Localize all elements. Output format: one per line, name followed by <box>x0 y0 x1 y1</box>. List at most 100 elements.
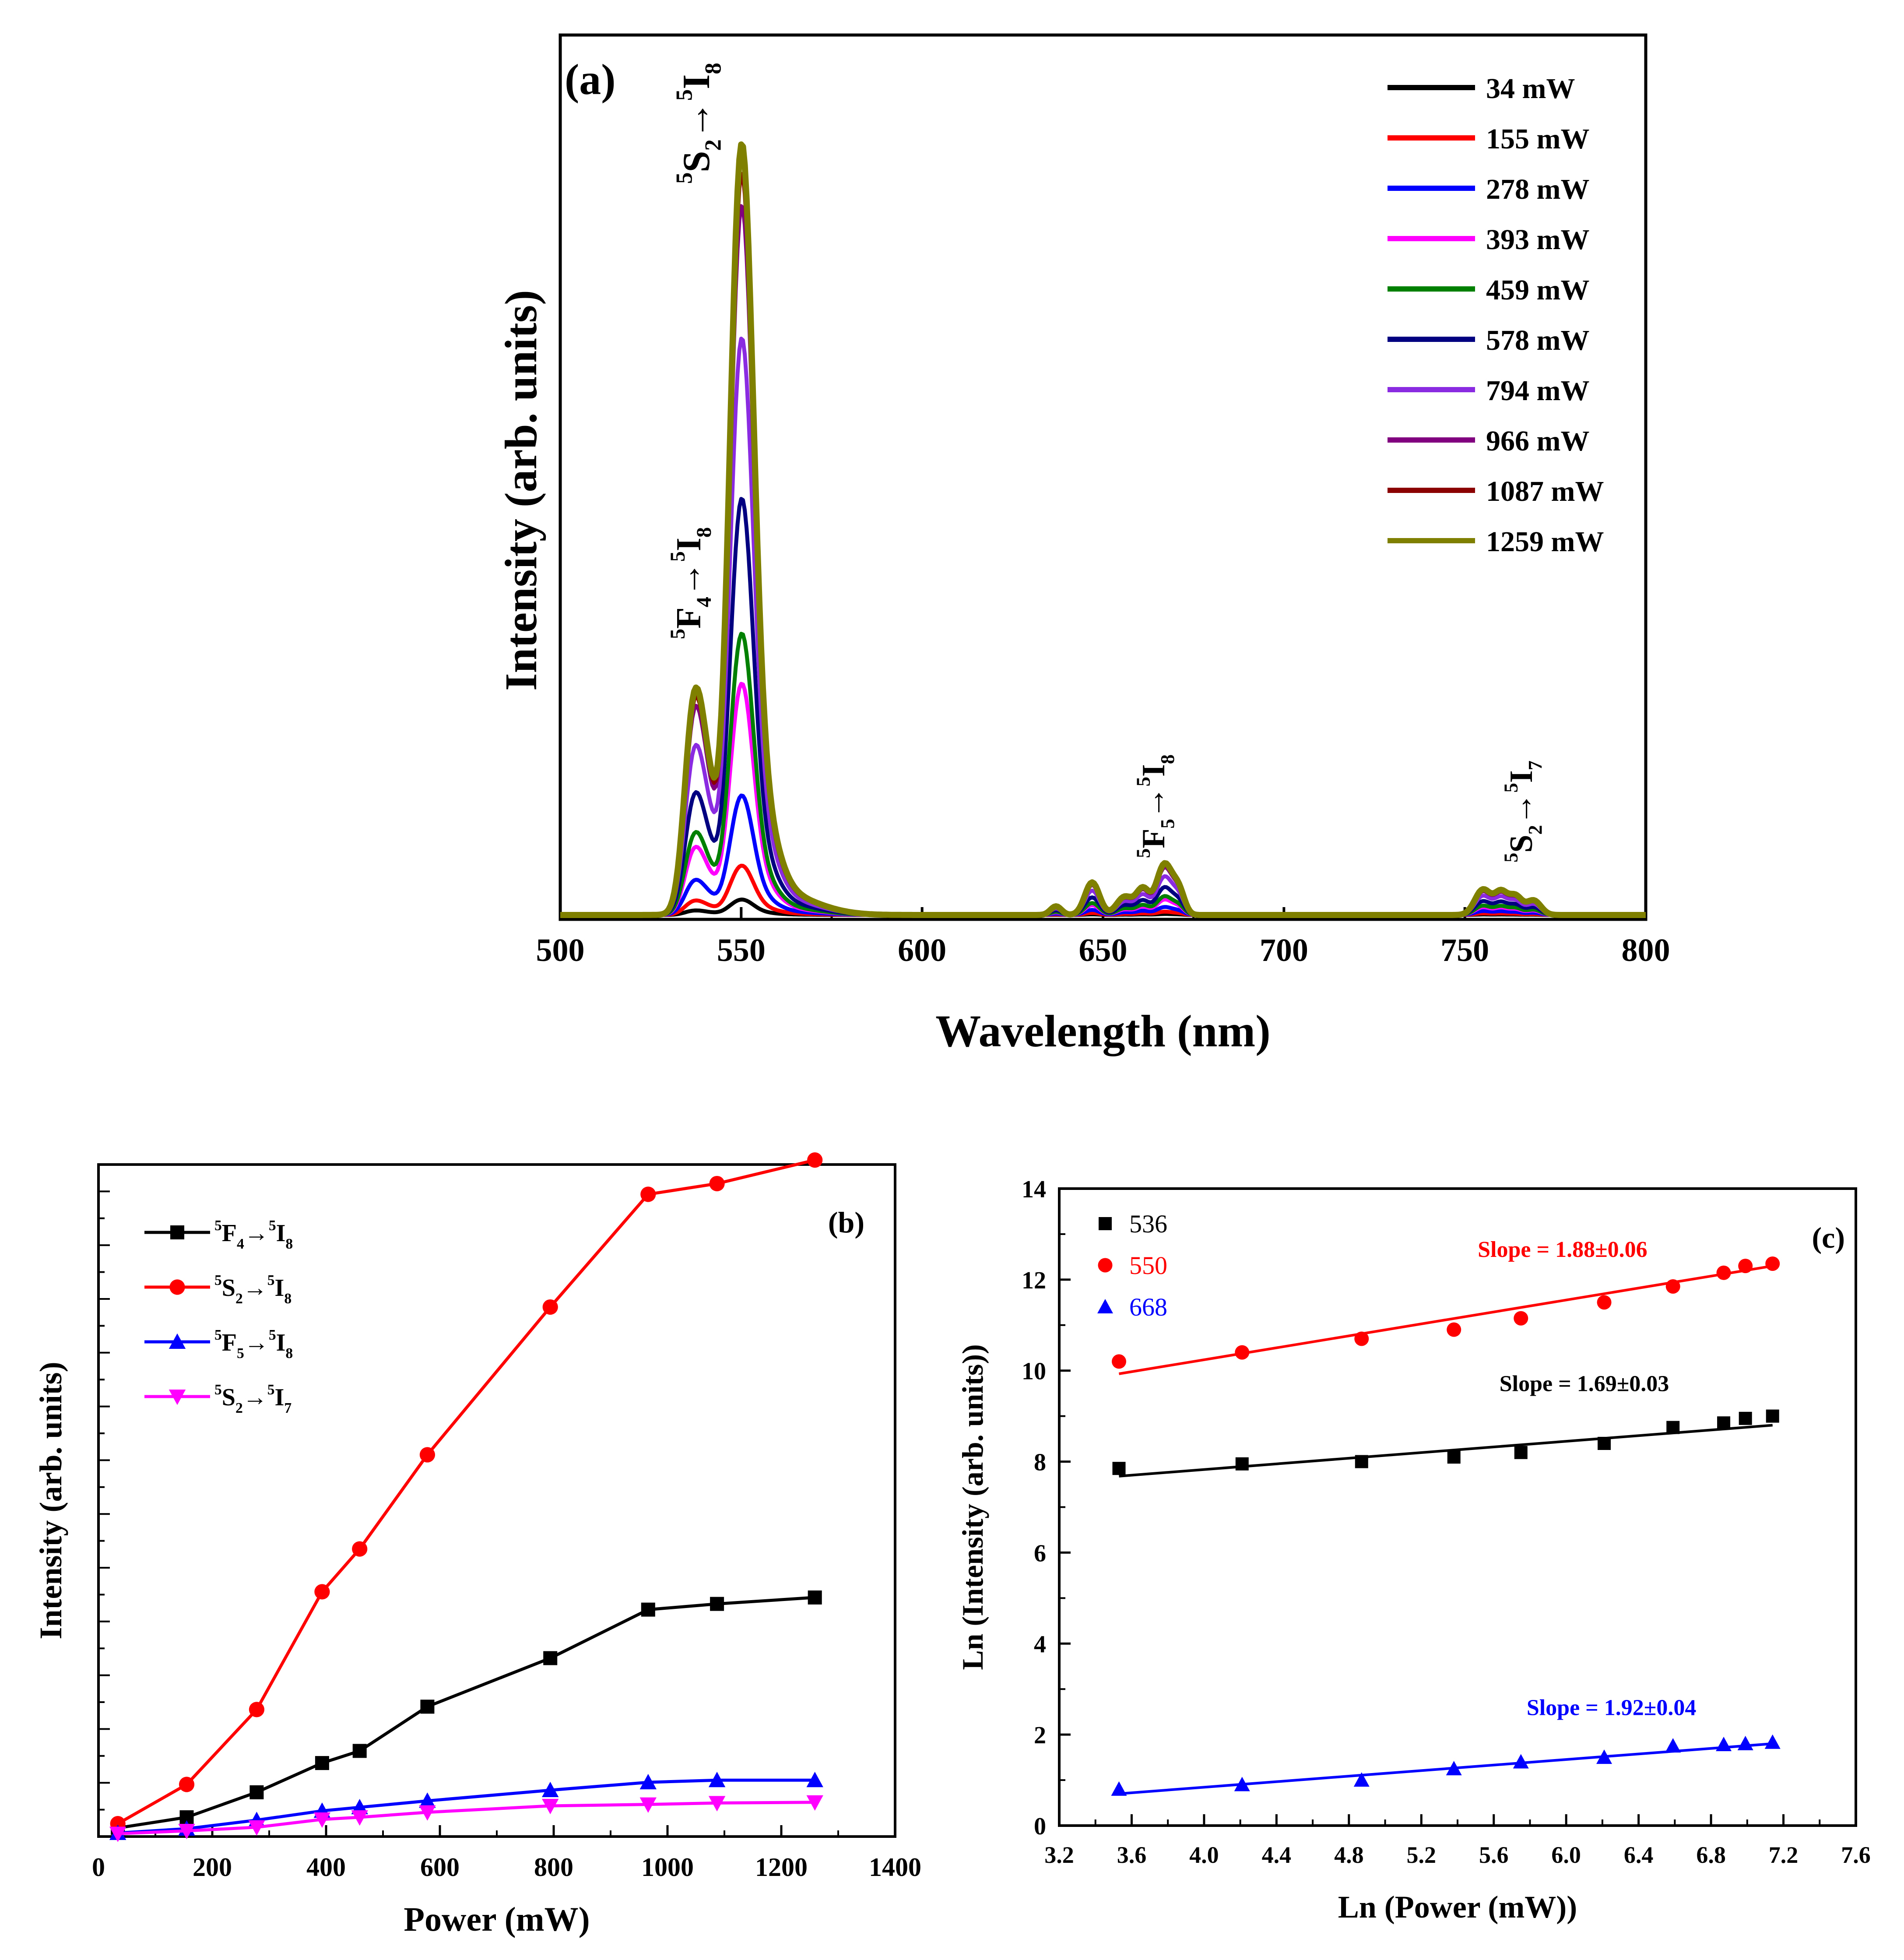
data-point <box>709 1175 725 1192</box>
data-point <box>542 1798 559 1815</box>
legend-label: 966 mW <box>1486 425 1589 457</box>
series-line <box>117 1778 815 1835</box>
data-point <box>543 1651 558 1665</box>
x-tick-label: 600 <box>898 932 946 968</box>
data-point <box>1766 1409 1779 1423</box>
fit-line <box>1119 1424 1773 1478</box>
x-tick-label: 800 <box>534 1853 573 1882</box>
annotation-s2-i8: 5S2→5I8 <box>671 63 726 184</box>
x-tick-label: 5.6 <box>1479 1842 1509 1868</box>
y-tick-label: 6 <box>1034 1540 1046 1567</box>
legend-label: 668 <box>1129 1293 1167 1321</box>
annotation-s2-i7: 5S2→5I7 <box>1500 760 1546 862</box>
data-point <box>1514 1446 1528 1459</box>
legend-label: 794 mW <box>1486 375 1589 407</box>
x-tick-label: 6.8 <box>1696 1842 1726 1868</box>
data-point <box>639 1797 657 1813</box>
panel-label: (b) <box>828 1206 864 1239</box>
y-axis-label: Ln (Intensity (arb. units)) <box>956 1344 989 1670</box>
data-point <box>808 1590 822 1605</box>
data-point <box>179 1777 195 1792</box>
y-tick-label: 8 <box>1034 1449 1046 1476</box>
legend-marker <box>169 1279 185 1295</box>
legend-label: 578 mW <box>1486 324 1589 356</box>
data-point <box>1765 1256 1780 1271</box>
x-axis-label: Wavelength (nm) <box>935 1006 1271 1056</box>
legend-label: 393 mW <box>1486 224 1589 256</box>
slope-label: Slope = 1.92±0.04 <box>1527 1695 1697 1720</box>
annotation-f4-i8: 5F4→5I8 <box>666 527 716 639</box>
y-axis-label: Intensity (arb. units) <box>33 1362 68 1639</box>
x-tick-label: 550 <box>717 932 766 968</box>
data-point <box>641 1602 655 1617</box>
data-point <box>806 1772 823 1788</box>
data-point <box>315 1756 329 1770</box>
panel-b-power-intensity-chart: 0 200 400 600 800 1000 1200 1400 Power (mW) Inten… <box>33 1152 921 1938</box>
legend-label: 278 mW <box>1486 173 1589 205</box>
legend-label: 1087 mW <box>1486 475 1604 507</box>
data-point <box>708 1796 726 1812</box>
data-point <box>178 1823 195 1840</box>
legend-label: 5S2→5I7 <box>214 1382 292 1416</box>
data-point <box>542 1299 558 1315</box>
legend-label: 550 <box>1129 1251 1167 1280</box>
data-point <box>1446 1761 1462 1776</box>
x-axis-label: Ln (Power (mW)) <box>1338 1890 1577 1925</box>
x-tick-label: 5.2 <box>1407 1842 1437 1868</box>
data-point <box>640 1186 656 1202</box>
data-point <box>708 1772 726 1788</box>
x-tick-label: 3.6 <box>1117 1842 1147 1868</box>
data-point <box>1764 1734 1781 1749</box>
data-point <box>1666 1421 1680 1434</box>
x-tick-label: 800 <box>1622 932 1670 968</box>
x-tick-label: 4.8 <box>1334 1842 1364 1868</box>
data-point <box>248 1820 265 1836</box>
data-point <box>1111 1781 1127 1796</box>
legend-label: 1259 mW <box>1486 526 1604 558</box>
data-point <box>1665 1738 1681 1753</box>
panel-a-spectrum-chart: 500 550 600 650 700 750 800 Wavelength (nm) Inte… <box>496 33 1670 1056</box>
data-point <box>109 1826 126 1842</box>
data-point <box>420 1700 435 1714</box>
data-point <box>419 1805 436 1821</box>
data-point <box>351 1810 368 1826</box>
data-point <box>1355 1455 1368 1468</box>
data-point <box>807 1152 823 1168</box>
data-point <box>1235 1345 1250 1360</box>
x-tick-label: 6.0 <box>1551 1842 1581 1868</box>
series-line <box>117 1596 815 1830</box>
data-point <box>1738 1259 1753 1274</box>
data-point <box>419 1792 436 1808</box>
legend-marker <box>170 1225 184 1239</box>
data-point <box>249 1702 265 1717</box>
y-tick-label: 2 <box>1034 1722 1046 1749</box>
data-point <box>639 1774 657 1790</box>
y-tick-label: 0 <box>1034 1813 1046 1840</box>
legend-label: 536 <box>1129 1210 1167 1238</box>
slope-label: Slope = 1.69±0.03 <box>1500 1371 1669 1396</box>
data-point <box>1598 1437 1611 1450</box>
spectrum-line <box>559 141 1647 918</box>
y-tick-label: 4 <box>1034 1631 1046 1658</box>
data-point <box>1716 1737 1732 1752</box>
x-tick-label: 400 <box>306 1853 346 1882</box>
x-tick-label: 200 <box>193 1853 232 1882</box>
data-point <box>1353 1772 1370 1787</box>
fit-line <box>1119 1264 1773 1375</box>
x-tick-label: 4.0 <box>1189 1842 1219 1868</box>
series-line <box>118 1801 815 1835</box>
data-point <box>314 1584 330 1600</box>
x-tick-label: 1200 <box>755 1853 808 1882</box>
data-point <box>1112 1462 1126 1475</box>
x-tick-label: 1000 <box>641 1853 694 1882</box>
legend-marker <box>1098 1258 1113 1273</box>
panel-label: (c) <box>1812 1221 1845 1254</box>
x-tick-label: 6.4 <box>1624 1842 1654 1868</box>
data-point <box>1513 1754 1529 1769</box>
x-tick-label: 7.2 <box>1769 1842 1799 1868</box>
data-point <box>1234 1777 1250 1791</box>
data-point <box>710 1597 724 1611</box>
data-point <box>419 1447 436 1463</box>
y-tick-label: 14 <box>1022 1176 1046 1203</box>
data-point <box>249 1785 264 1799</box>
